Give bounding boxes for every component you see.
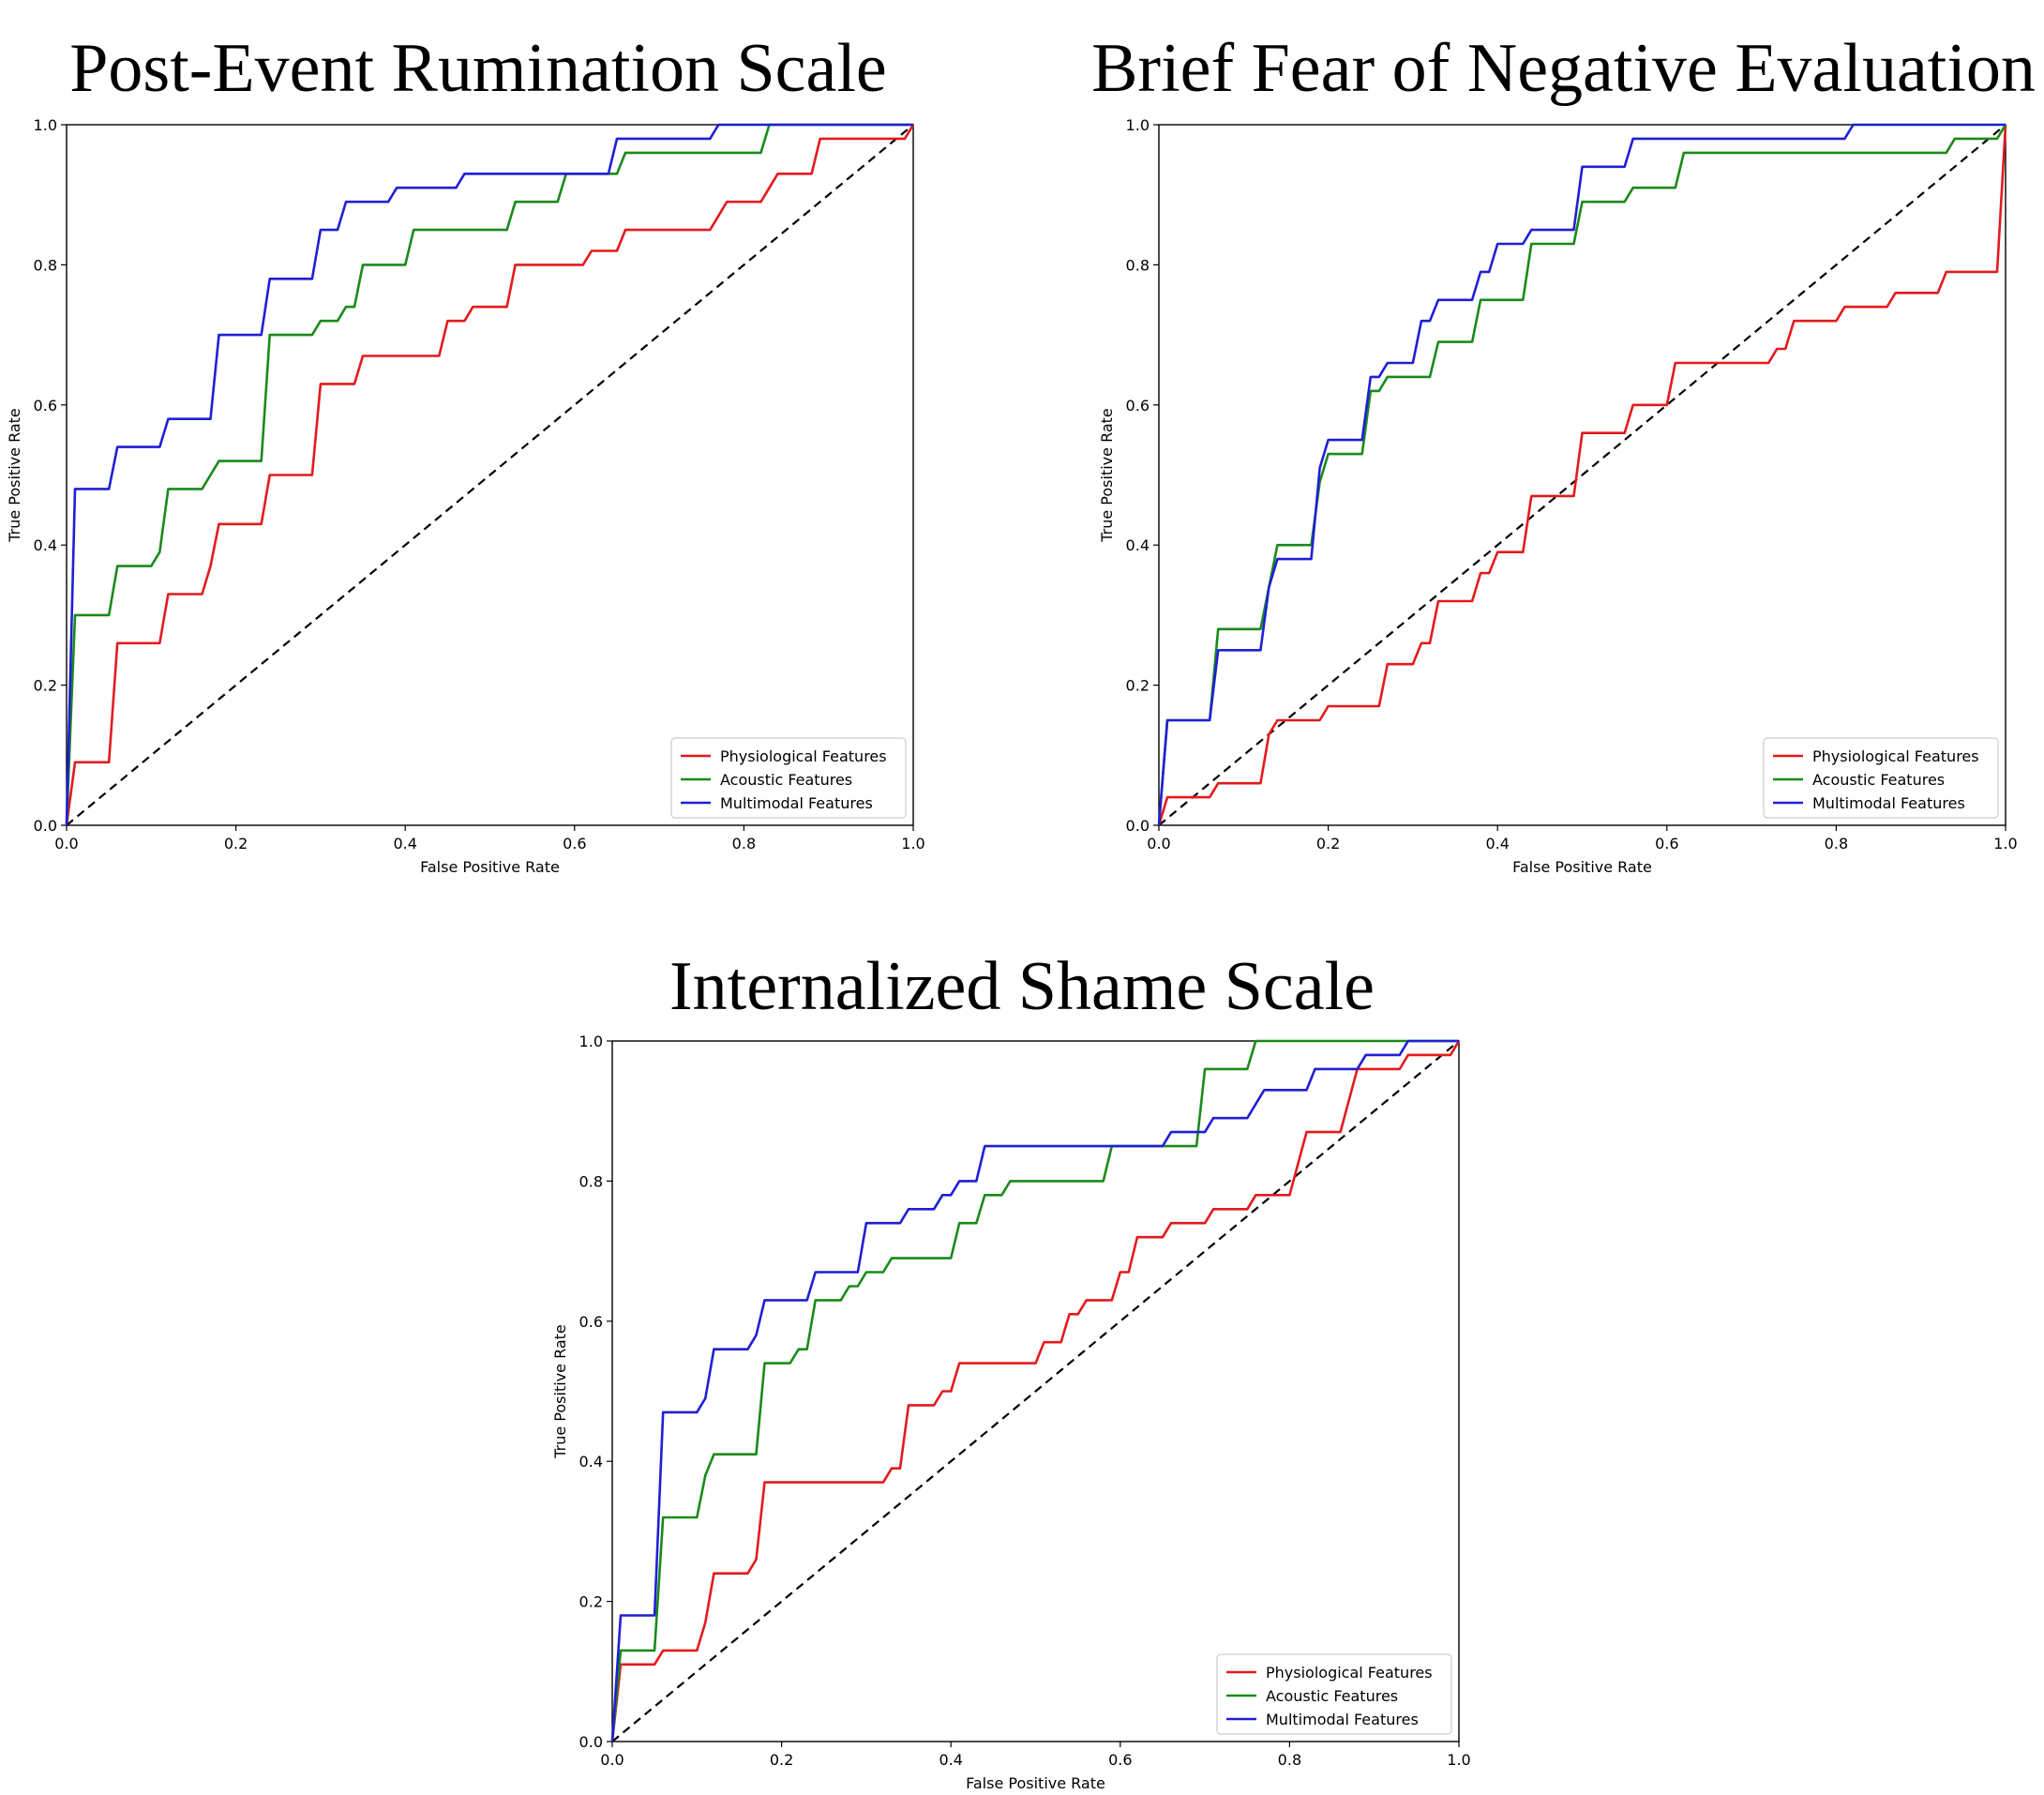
roc-line-physiological-features: [1157, 124, 2007, 826]
legend-label-multimodal-features: Multimodal Features: [1812, 794, 1965, 812]
x-tick-label: 0.0: [54, 835, 78, 852]
x-tick-label: 0.0: [1147, 835, 1170, 852]
x-tick-label: 0.8: [1278, 1751, 1301, 1769]
y-tick-label: 0.4: [579, 1453, 603, 1471]
plot-area: 0.0 0.2 0.4 0.6 0.8 1.0 0.0 0.2 0.4 0.6 0.8 1.0 Fals…: [551, 1033, 1471, 1792]
roc-line-acoustic-features: [610, 1039, 1459, 1742]
x-tick-label: 0.6: [1655, 835, 1678, 852]
x-axis-label: False Positive Rate: [966, 1774, 1105, 1792]
y-tick-label: 0.2: [579, 1593, 603, 1611]
chance-diagonal-line: [1158, 124, 2006, 826]
legend: Physiological Features Acoustic Features M…: [670, 737, 907, 819]
x-tick-label: 0.2: [1316, 835, 1340, 852]
legend-label-acoustic-features: Acoustic Features: [1266, 1687, 1398, 1705]
y-tick-label: 1.0: [1126, 116, 1150, 134]
x-axis-label: False Positive Rate: [1512, 858, 1652, 876]
y-tick-label: 0.0: [579, 1733, 603, 1751]
y-tick-label: 0.4: [1126, 536, 1150, 554]
chance-diagonal-line: [66, 124, 914, 826]
roc-line-multimodal-features: [65, 123, 913, 826]
roc-line-physiological-features: [65, 124, 915, 826]
x-tick-label: 1.0: [1447, 1751, 1470, 1769]
legend-box: [1763, 737, 1999, 819]
legend-label-acoustic-features: Acoustic Features: [720, 771, 852, 789]
legend-label-multimodal-features: Multimodal Features: [720, 794, 873, 812]
chart-title-post-event-rumination: Post-Event Rumination Scale: [69, 30, 887, 107]
legend-label-multimodal-features: Multimodal Features: [1266, 1711, 1419, 1728]
y-tick-label: 0.0: [34, 817, 57, 835]
legend-box: [1216, 1653, 1452, 1735]
x-tick-label: 0.4: [1485, 835, 1509, 852]
y-axis-label: True Positive Rate: [6, 408, 23, 543]
y-tick-label: 0.6: [1126, 397, 1150, 415]
x-tick-label: 0.0: [600, 1751, 624, 1769]
legend-label-physiological-features: Physiological Features: [720, 747, 887, 765]
roc-line-multimodal-features: [1157, 123, 2006, 826]
y-axis-label: True Positive Rate: [1098, 408, 1116, 543]
y-tick-label: 0.6: [34, 397, 57, 415]
roc-line-physiological-features: [610, 1040, 1461, 1742]
x-tick-label: 0.2: [224, 835, 248, 852]
plot-area: 0.0 0.2 0.4 0.6 0.8 1.0 0.0 0.2 0.4 0.6 0.8 1.0 Fals…: [1098, 116, 2018, 876]
chart-title-brief-fear-negative-evaluation: Brief Fear of Negative Evaluation: [1091, 30, 2036, 107]
y-tick-label: 0.6: [579, 1313, 603, 1331]
legend-label-acoustic-features: Acoustic Features: [1812, 771, 1945, 789]
legend-box: [670, 737, 907, 819]
y-tick-label: 0.8: [34, 256, 57, 274]
x-tick-label: 0.6: [1108, 1751, 1132, 1769]
y-tick-label: 0.8: [579, 1172, 603, 1190]
plot-area: 0.0 0.2 0.4 0.6 0.8 1.0 0.0 0.2 0.4 0.6 0.8 1.0 Fals…: [6, 116, 925, 876]
x-tick-label: 0.8: [1825, 835, 1848, 852]
roc-line-multimodal-features: [610, 1039, 1459, 1742]
y-tick-label: 0.0: [1126, 817, 1150, 835]
plot-frame: [611, 1040, 1460, 1742]
y-axis-label: True Positive Rate: [551, 1324, 569, 1459]
x-axis-label: False Positive Rate: [420, 858, 560, 876]
y-tick-label: 0.2: [1126, 677, 1150, 695]
legend-label-physiological-features: Physiological Features: [1266, 1664, 1433, 1682]
plot-frame: [66, 124, 914, 826]
legend-label-physiological-features: Physiological Features: [1812, 747, 1979, 765]
y-tick-label: 0.4: [34, 536, 57, 554]
chart-title-internalized-shame: Internalized Shame Scale: [669, 948, 1375, 1025]
legend: Physiological Features Acoustic Features M…: [1763, 737, 1999, 819]
x-tick-label: 1.0: [901, 835, 924, 852]
x-tick-label: 0.4: [939, 1751, 962, 1769]
y-tick-label: 0.8: [1126, 256, 1150, 274]
x-tick-label: 0.6: [563, 835, 586, 852]
y-tick-label: 1.0: [579, 1033, 603, 1050]
x-tick-label: 1.0: [1993, 835, 2017, 852]
chance-diagonal-line: [611, 1040, 1460, 1742]
x-tick-label: 0.4: [393, 835, 416, 852]
x-tick-label: 0.8: [732, 835, 756, 852]
y-tick-label: 1.0: [34, 116, 57, 134]
plot-frame: [1158, 124, 2006, 826]
legend: Physiological Features Acoustic Features M…: [1216, 1653, 1452, 1735]
x-tick-label: 0.2: [770, 1751, 793, 1769]
y-tick-label: 0.2: [34, 677, 57, 695]
